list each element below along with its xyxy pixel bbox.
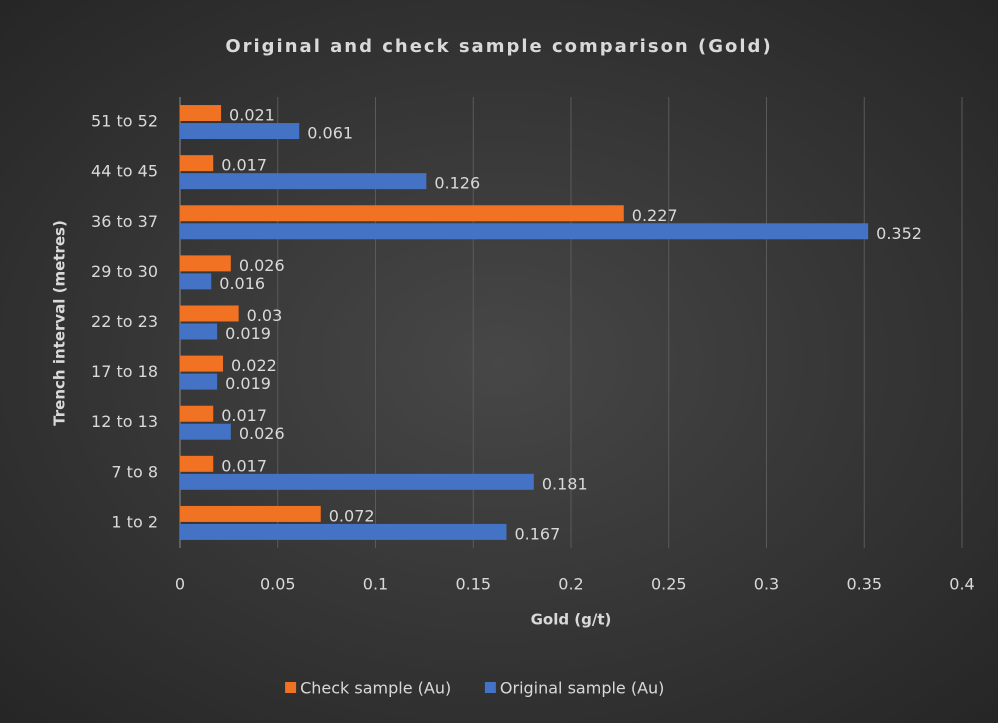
data-label: 0.026 xyxy=(239,424,285,443)
bar xyxy=(180,323,218,340)
data-label: 0.167 xyxy=(514,524,560,543)
bar xyxy=(180,305,239,322)
chart-title: Original and check sample comparison (Go… xyxy=(225,36,772,57)
y-tick-label: 7 to 8 xyxy=(111,462,158,481)
x-tick-label: 0.4 xyxy=(949,575,974,594)
bar xyxy=(180,373,218,390)
x-tick-label: 0.25 xyxy=(651,575,687,594)
legend-label: Original sample (Au) xyxy=(500,679,665,698)
bar xyxy=(180,105,222,122)
y-tick-label: 36 to 37 xyxy=(91,212,158,231)
bar xyxy=(180,173,427,190)
bar xyxy=(180,273,212,290)
bar xyxy=(180,523,507,540)
legend-swatch xyxy=(285,682,297,693)
data-label: 0.017 xyxy=(221,456,267,475)
legend-label: Check sample (Au) xyxy=(300,679,451,698)
bar xyxy=(180,205,624,222)
x-tick-label: 0.35 xyxy=(846,575,882,594)
bar xyxy=(180,255,231,272)
x-tick-label: 0.15 xyxy=(455,575,491,594)
legend-swatch xyxy=(484,682,496,693)
data-label: 0.181 xyxy=(542,474,588,493)
bar xyxy=(180,505,321,522)
bar xyxy=(180,423,231,440)
data-label: 0.026 xyxy=(239,256,285,275)
data-label: 0.022 xyxy=(231,356,277,375)
data-label: 0.017 xyxy=(221,156,267,175)
y-tick-label: 51 to 52 xyxy=(91,112,158,131)
x-tick-label: 0.1 xyxy=(363,575,388,594)
x-tick-label: 0.05 xyxy=(260,575,296,594)
y-tick-label: 44 to 45 xyxy=(91,162,158,181)
x-tick-label: 0.2 xyxy=(558,575,583,594)
y-tick-label: 12 to 13 xyxy=(91,412,158,431)
bar xyxy=(180,355,224,372)
data-label: 0.072 xyxy=(329,506,375,525)
y-tick-label: 1 to 2 xyxy=(111,512,158,531)
bar xyxy=(180,123,300,140)
bar xyxy=(180,455,214,472)
data-label: 0.021 xyxy=(229,106,275,125)
bar xyxy=(180,155,214,172)
data-label: 0.019 xyxy=(225,374,271,393)
x-tick-label: 0 xyxy=(175,575,185,594)
data-label: 0.352 xyxy=(876,224,922,243)
bar xyxy=(180,223,869,240)
data-label: 0.227 xyxy=(632,206,678,225)
data-label: 0.019 xyxy=(225,324,271,343)
y-tick-label: 17 to 18 xyxy=(91,362,158,381)
data-label: 0.016 xyxy=(219,274,265,293)
y-tick-label: 29 to 30 xyxy=(91,262,158,281)
x-axis-title: Gold (g/t) xyxy=(531,611,612,629)
y-tick-label: 22 to 23 xyxy=(91,312,158,331)
data-label: 0.03 xyxy=(247,306,283,325)
data-label: 0.061 xyxy=(307,124,353,143)
data-label: 0.126 xyxy=(434,174,480,193)
data-label: 0.017 xyxy=(221,406,267,425)
y-axis-title: Trench interval (metres) xyxy=(51,220,69,426)
bar xyxy=(180,405,214,422)
bar xyxy=(180,473,534,490)
x-tick-label: 0.3 xyxy=(754,575,779,594)
